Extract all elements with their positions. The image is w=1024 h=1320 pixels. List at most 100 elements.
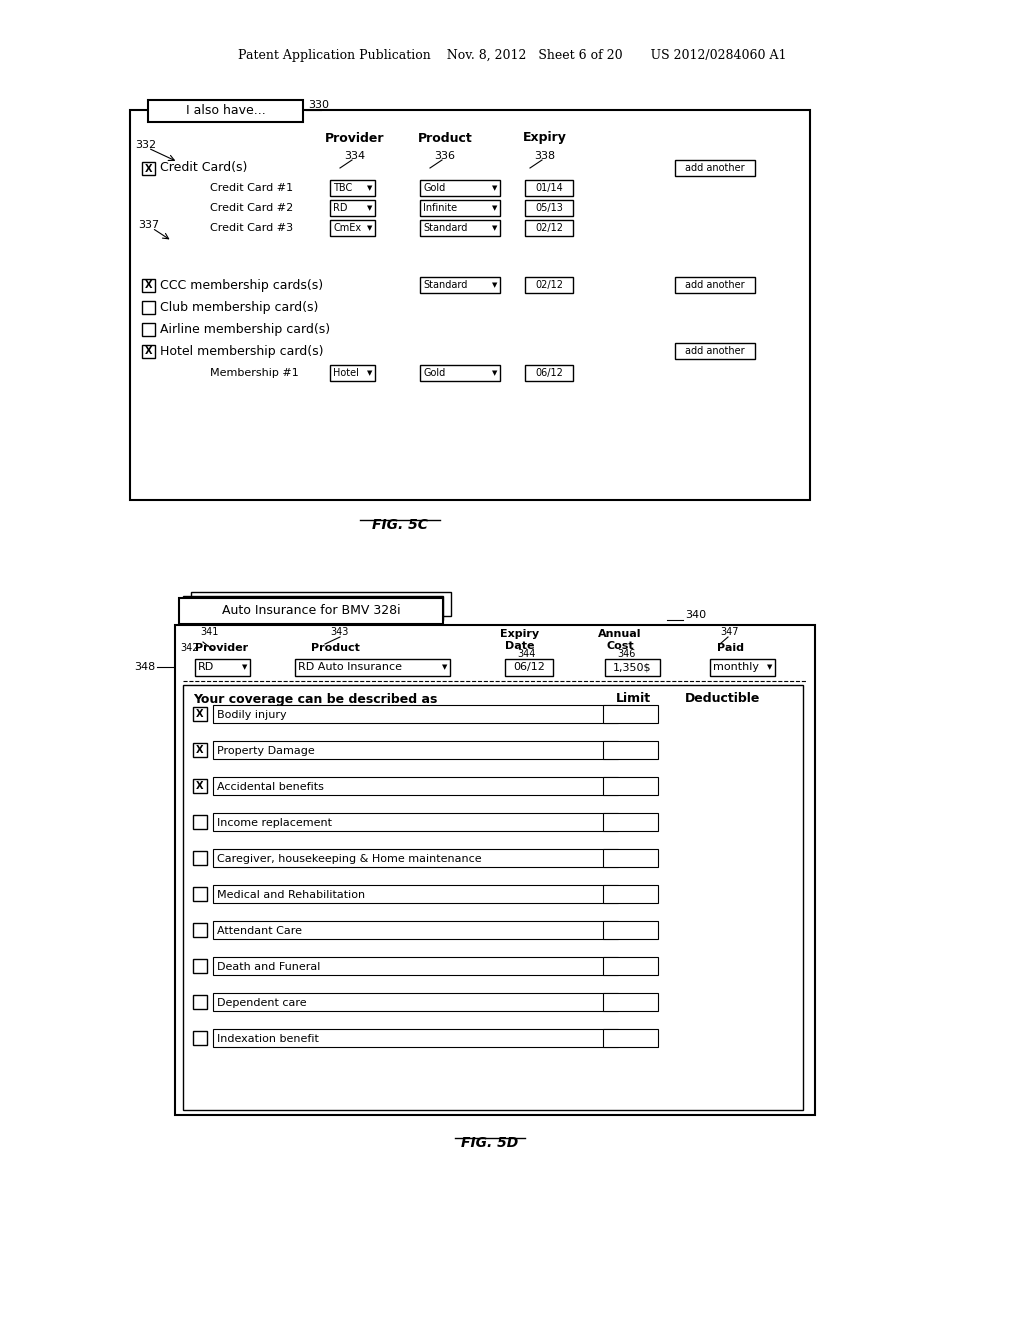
Text: CmEx: CmEx	[333, 223, 361, 234]
Text: 340: 340	[685, 610, 707, 620]
Text: RD: RD	[198, 663, 214, 672]
Text: I also have...: I also have...	[185, 104, 265, 117]
Text: Expiry
Date: Expiry Date	[501, 630, 540, 651]
Bar	[183, 597, 443, 620]
Text: Expiry: Expiry	[523, 132, 567, 144]
Text: Annual
Cost: Annual Cost	[598, 630, 642, 651]
Bar	[193, 779, 207, 793]
Text: Attendant Care: Attendant Care	[217, 927, 302, 936]
Bar	[605, 659, 660, 676]
Bar	[213, 849, 618, 867]
Text: X: X	[197, 709, 204, 719]
Text: ▼: ▼	[493, 224, 498, 231]
Text: ▼: ▼	[368, 205, 373, 211]
Bar	[213, 813, 618, 832]
Text: 336: 336	[434, 150, 456, 161]
Text: 342: 342	[180, 643, 199, 653]
Bar	[675, 277, 755, 293]
Bar	[213, 921, 618, 939]
Bar	[142, 162, 155, 176]
Bar	[330, 366, 375, 381]
Text: Airline membership card(s): Airline membership card(s)	[160, 322, 330, 335]
Text: 344: 344	[518, 649, 537, 659]
Text: Auto Insurance for BMV 328i: Auto Insurance for BMV 328i	[221, 605, 400, 618]
Bar	[193, 851, 207, 865]
Text: add another: add another	[685, 346, 744, 356]
Bar	[330, 201, 375, 216]
Bar	[603, 957, 658, 975]
Bar	[525, 220, 573, 236]
Bar	[193, 960, 207, 973]
Text: 02/12: 02/12	[535, 280, 563, 290]
Text: 334: 334	[344, 150, 366, 161]
Bar	[603, 705, 658, 723]
Bar	[193, 708, 207, 721]
Text: ▼: ▼	[243, 664, 248, 671]
Text: RD Auto Insurance: RD Auto Insurance	[298, 663, 402, 672]
Bar	[505, 659, 553, 676]
Bar	[603, 849, 658, 867]
Text: ▼: ▼	[493, 205, 498, 211]
Bar	[603, 777, 658, 795]
Text: Standard: Standard	[423, 223, 467, 234]
Text: ▼: ▼	[368, 185, 373, 191]
Text: Income replacement: Income replacement	[217, 818, 332, 828]
Bar	[193, 1031, 207, 1045]
Text: Standard: Standard	[423, 280, 467, 290]
Bar	[213, 741, 618, 759]
Text: Death and Funeral: Death and Funeral	[217, 962, 321, 972]
Text: Credit Card #3: Credit Card #3	[210, 223, 293, 234]
Text: 1,350$: 1,350$	[612, 663, 651, 672]
Bar	[420, 277, 500, 293]
Bar	[195, 659, 250, 676]
Text: Provider: Provider	[326, 132, 385, 144]
Bar	[213, 957, 618, 975]
Text: 348: 348	[134, 663, 155, 672]
Text: add another: add another	[685, 280, 744, 290]
Text: 343: 343	[330, 627, 348, 638]
Bar	[603, 921, 658, 939]
Text: ▼: ▼	[368, 224, 373, 231]
Bar	[213, 884, 618, 903]
Text: Bodily injury: Bodily injury	[217, 710, 287, 719]
Text: X: X	[144, 281, 153, 290]
Bar	[142, 301, 155, 314]
Bar	[710, 659, 775, 676]
Text: X: X	[144, 346, 153, 356]
Text: 341: 341	[200, 627, 218, 638]
Text: ▼: ▼	[368, 370, 373, 376]
Bar	[142, 279, 155, 292]
Bar	[603, 813, 658, 832]
Text: FIG. 5D: FIG. 5D	[462, 1137, 518, 1150]
Bar	[675, 343, 755, 359]
Text: Provider: Provider	[195, 643, 248, 653]
Bar	[420, 220, 500, 236]
Bar	[420, 366, 500, 381]
Bar	[191, 591, 451, 616]
Text: Your coverage can be described as: Your coverage can be described as	[193, 693, 437, 705]
Text: Infinite: Infinite	[423, 203, 457, 213]
Bar	[213, 993, 618, 1011]
Text: Gold: Gold	[423, 183, 445, 193]
Text: RD: RD	[333, 203, 347, 213]
Text: Product: Product	[418, 132, 472, 144]
Bar	[193, 923, 207, 937]
Text: 01/14: 01/14	[536, 183, 563, 193]
Text: 06/12: 06/12	[536, 368, 563, 378]
Text: ▼: ▼	[493, 370, 498, 376]
Bar	[175, 624, 815, 1115]
Text: X: X	[197, 781, 204, 791]
Text: Credit Card #2: Credit Card #2	[210, 203, 293, 213]
Bar	[603, 1030, 658, 1047]
Bar	[142, 345, 155, 358]
Bar	[295, 659, 450, 676]
Text: ▼: ▼	[493, 282, 498, 288]
Text: 338: 338	[535, 150, 556, 161]
Bar	[675, 160, 755, 176]
Bar	[603, 741, 658, 759]
Text: Deductible: Deductible	[685, 693, 761, 705]
Text: Medical and Rehabilitation: Medical and Rehabilitation	[217, 890, 366, 900]
Bar	[525, 201, 573, 216]
Bar	[420, 180, 500, 195]
Text: Paid: Paid	[717, 643, 743, 653]
